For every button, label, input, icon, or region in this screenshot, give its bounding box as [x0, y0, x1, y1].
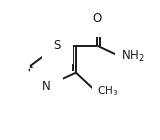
- Text: NH$_2$: NH$_2$: [121, 49, 145, 64]
- Text: O: O: [93, 12, 102, 25]
- Text: N: N: [42, 80, 51, 93]
- Text: CH$_3$: CH$_3$: [97, 85, 118, 98]
- Text: S: S: [53, 39, 61, 52]
